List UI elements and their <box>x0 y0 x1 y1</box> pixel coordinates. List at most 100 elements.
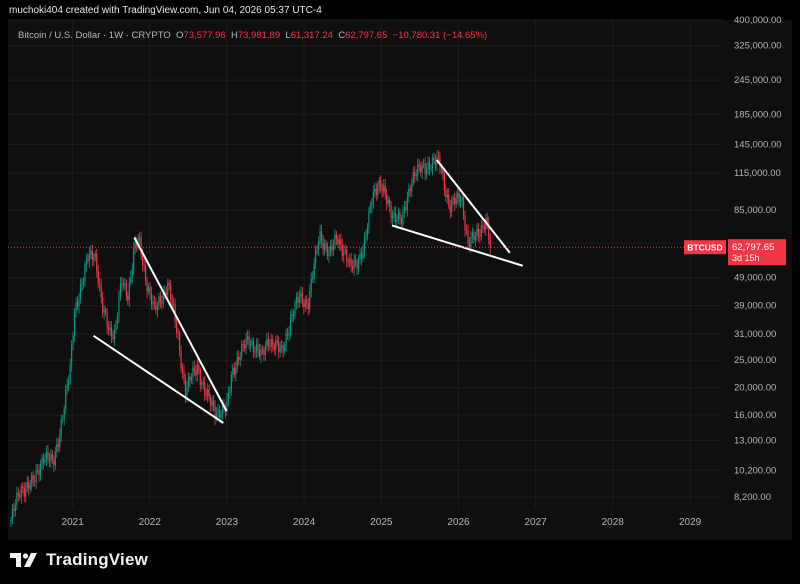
candle-body-up <box>249 344 252 346</box>
candle-body-down <box>181 368 184 372</box>
tradingview-logo[interactable]: TradingView <box>10 550 148 570</box>
candle-body-down <box>38 470 40 476</box>
y-tick-label: 185,000.00 <box>734 110 782 121</box>
candle-body-down <box>276 340 278 343</box>
candle-body-up <box>285 333 287 346</box>
candle-body-up <box>298 296 300 303</box>
candle-body-down <box>360 253 363 259</box>
candle-body-down <box>418 164 420 166</box>
candle-body-up <box>245 338 247 349</box>
candle-body-down <box>449 205 451 212</box>
y-tick-label: 10,200.00 <box>734 465 776 476</box>
candle-body-up <box>164 291 166 293</box>
candle-body-down <box>204 382 206 395</box>
candle-body-up <box>124 283 126 285</box>
candle-body-down <box>248 336 250 346</box>
candle-body-down <box>322 241 324 250</box>
symbol-badge-label: BTCUSD <box>687 243 722 253</box>
candle-body-up <box>109 327 111 331</box>
candle-body-down <box>242 343 244 345</box>
candle-body-up <box>60 420 62 435</box>
candle-body-up <box>20 486 22 498</box>
candle-body-down <box>176 321 178 333</box>
candle-body-down <box>414 172 416 177</box>
candle-body-down <box>394 212 397 222</box>
candle-body-down <box>205 394 207 396</box>
candle-body-up <box>59 434 61 447</box>
candle-body-down <box>462 197 465 216</box>
candle-body-down <box>269 345 271 347</box>
candle-body-up <box>377 185 379 195</box>
candle-body-down <box>153 301 156 303</box>
y-tick-label: 49,000.00 <box>734 273 776 284</box>
candle-body-down <box>479 235 481 237</box>
candle-body-down <box>420 165 422 173</box>
candle-body-down <box>76 302 79 307</box>
candle-body-up <box>167 282 169 296</box>
candle-body-up <box>374 188 376 192</box>
candle-body-down <box>335 234 337 239</box>
candle-body-down <box>488 223 490 240</box>
candle-body-up <box>56 444 58 452</box>
tradingview-logo-text: TradingView <box>46 550 149 569</box>
candle-body-down <box>326 246 329 257</box>
candle-body-up <box>353 259 355 269</box>
candle-body-up <box>279 347 281 352</box>
candle-body-up <box>411 182 413 191</box>
candle-body-up <box>408 188 410 198</box>
candle-body-down <box>193 367 195 371</box>
candle-body-down <box>464 215 466 231</box>
candle-body-up <box>474 236 477 240</box>
candle-body-up <box>93 257 95 261</box>
y-tick-label: 245,000.00 <box>734 75 782 86</box>
candle-body-up <box>461 197 463 201</box>
candle-body-up <box>241 343 243 357</box>
legend-high-key: H <box>230 30 238 41</box>
candle-body-up <box>41 457 43 465</box>
candle-body-up <box>26 482 28 489</box>
candle-body-up <box>190 377 193 381</box>
candle-body-down <box>292 314 295 316</box>
candle-body-down <box>214 406 216 419</box>
candle-body-down <box>301 292 303 304</box>
candle-body-down <box>161 301 163 304</box>
candle-body-up <box>275 340 277 350</box>
legend-close: 62,797.65 <box>345 30 388 41</box>
candle-body-up <box>196 365 198 376</box>
candle-body-down <box>91 250 93 261</box>
candle-body-up <box>310 278 312 291</box>
tradingview-logo-icon <box>10 553 37 567</box>
y-tick-label: 31,000.00 <box>734 329 776 340</box>
candle-body-down <box>100 285 102 298</box>
candle-body-down <box>180 350 182 369</box>
candle-body-up <box>451 199 453 212</box>
candle-body-up <box>318 241 320 250</box>
candle-body-down <box>424 163 426 174</box>
candle-body-up <box>470 237 472 248</box>
candle-body-down <box>210 397 212 406</box>
candle-body-up <box>402 211 404 224</box>
candle-body-up <box>300 292 302 297</box>
candle-body-up <box>137 238 139 246</box>
y-tick-label: 85,000.00 <box>734 205 776 216</box>
candle-body-up <box>25 488 27 497</box>
candle-body-up <box>85 259 87 265</box>
candle-body-up <box>202 382 204 384</box>
candle-body-up <box>217 409 219 414</box>
candle-body-up <box>134 240 136 249</box>
candle-body-up <box>357 258 360 269</box>
candle-body-down <box>142 255 144 265</box>
candle-body-down <box>258 350 261 357</box>
candle-body-up <box>35 470 37 483</box>
chart-area[interactable] <box>8 20 792 540</box>
candle-body-up <box>54 451 56 466</box>
trendline <box>391 224 524 267</box>
candle-body-down <box>307 303 309 310</box>
candle-body-up <box>239 356 241 361</box>
candle-body-down <box>473 232 475 240</box>
candle-body-up <box>338 239 340 245</box>
candle-body-down <box>267 338 269 346</box>
symbol-badge <box>684 240 726 255</box>
candle-body-up <box>229 391 231 393</box>
